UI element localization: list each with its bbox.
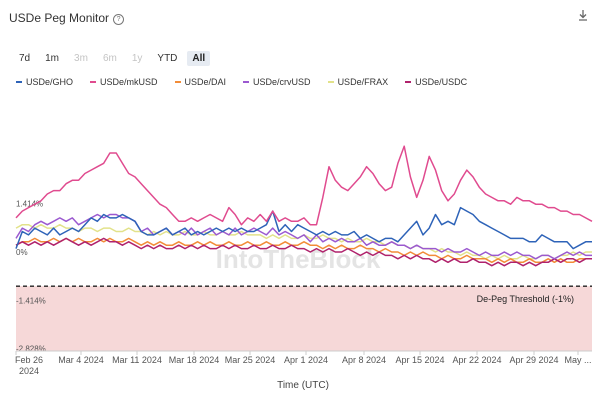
x-tick-label: Apr 29 2024 [509,355,558,365]
legend-label: USDe/mkUSD [100,77,158,87]
range-button-all[interactable]: All [187,51,211,66]
x-tick-label: Mar 18 2024 [169,355,220,365]
depeg-zone [16,286,592,351]
legend-swatch [243,81,250,83]
legend-label: USDe/FRAX [337,77,389,87]
x-tick-label: Apr 8 2024 [342,355,386,365]
legend-label: USDe/DAI [184,77,227,87]
x-tick-label: Apr 1 2024 [284,355,328,365]
x-tick-label: May ... [564,355,591,365]
y-tick-label: -1.414% [16,296,46,305]
legend-swatch [90,81,97,83]
range-button-ytd[interactable]: YTD [157,53,178,64]
time-range-selector: 7d 1m 3m 6m 1y YTD All [14,51,215,66]
series-line-usde-mkusd [15,145,593,226]
chart-title-text: USDe Peg Monitor [9,11,110,25]
range-button-1m[interactable]: 1m [45,53,60,64]
y-tick-label: -2.828% [16,345,46,354]
legend-item-usde-usdc[interactable]: USDe/USDC [405,77,467,87]
legend-label: USDe/GHO [26,77,74,87]
x-tick-label: Apr 15 2024 [395,355,444,365]
legend-item-usde-gho[interactable]: USDe/GHO [16,77,73,87]
download-icon[interactable] [578,9,588,21]
legend-item-usde-crvusd[interactable]: USDe/crvUSD [243,77,311,87]
legend-item-usde-mkusd[interactable]: USDe/mkUSD [90,77,158,87]
legend-swatch [174,81,181,83]
x-tick-label: Mar 11 2024 [112,355,162,365]
x-tick-label: Mar 4 2024 [58,355,104,365]
range-button-1y: 1y [131,53,143,64]
range-button-6m: 6m [102,53,117,64]
chart-legend: USDe/GHO USDe/mkUSD USDe/DAI USDe/crvUSD USD… [16,77,484,87]
range-button-3m: 3m [74,53,88,64]
legend-label: USDe/USDC [415,77,468,87]
range-button-7d[interactable]: 7d [19,53,31,64]
threshold-label: De-Peg Threshold (-1%) [477,294,574,304]
chart-title: USDe Peg Monitor? [9,11,125,25]
series-line-usde-crvusd [15,213,592,260]
x-tick-label: Feb 26 2024 [15,355,43,376]
info-icon[interactable]: ? [113,14,125,25]
series-line-usde-dai [15,237,592,264]
y-tick-label: 1.414% [16,200,43,209]
legend-label: USDe/crvUSD [253,77,311,87]
legend-swatch [327,81,334,83]
legend-item-usde-frax[interactable]: USDe/FRAX [327,77,389,87]
legend-item-usde-dai[interactable]: USDe/DAI [174,77,227,87]
x-axis-title: Time (UTC) [277,380,329,391]
legend-swatch [16,81,22,83]
y-tick-label: 0% [16,248,28,257]
x-tick-label: Apr 22 2024 [452,355,501,365]
x-tick-label: Mar 25 2024 [225,355,276,365]
legend-swatch [405,81,412,83]
series-line-usde-gho [15,206,592,250]
series-line-usde-usdc [15,237,592,267]
